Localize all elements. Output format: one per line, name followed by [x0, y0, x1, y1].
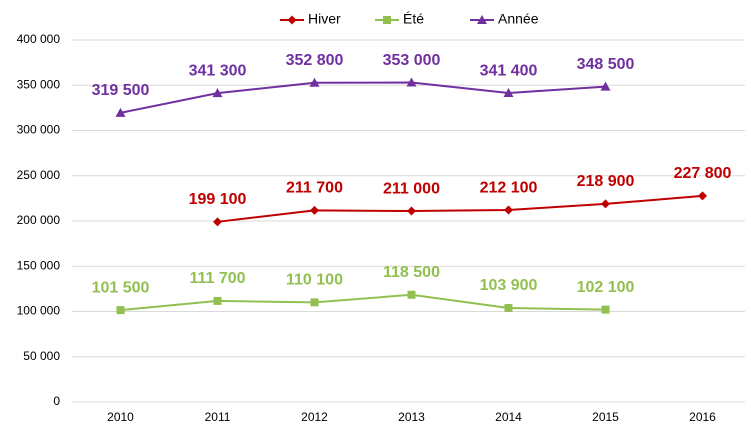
- point-marker: [504, 303, 513, 312]
- value-label: 212 100: [480, 179, 538, 196]
- y-tick-label: 250 000: [17, 168, 61, 182]
- y-tick-label: 300 000: [17, 123, 61, 137]
- point-marker: [503, 88, 514, 98]
- x-tick-label: 2016: [689, 410, 716, 424]
- point-marker: [212, 88, 223, 98]
- x-tick-label: 2015: [592, 410, 619, 424]
- y-tick-label: 350 000: [17, 77, 61, 91]
- y-tick-label: 200 000: [17, 213, 61, 227]
- series-line: [120, 81, 606, 114]
- point-marker: [698, 191, 707, 201]
- value-label: 319 500: [92, 82, 150, 99]
- value-label: 341 400: [480, 62, 538, 79]
- value-label: 211 000: [383, 180, 440, 197]
- series-line: [120, 293, 606, 312]
- value-label: 353 000: [383, 52, 441, 69]
- point-marker: [601, 305, 610, 314]
- y-tick-label: 150 000: [17, 258, 61, 272]
- point-marker: [504, 205, 513, 215]
- value-label: 118 500: [383, 264, 440, 281]
- legend-label: Été: [403, 11, 424, 27]
- value-label: 348 500: [577, 56, 635, 73]
- value-label: 111 700: [189, 270, 245, 287]
- x-tick-label: 2014: [495, 410, 522, 424]
- value-label: 227 800: [674, 165, 732, 182]
- value-label: 101 500: [92, 279, 150, 296]
- value-label: 352 800: [286, 52, 344, 69]
- legend-label: Année: [498, 11, 539, 27]
- point-marker: [310, 205, 319, 215]
- value-label: 211 700: [286, 180, 343, 197]
- point-marker: [213, 296, 222, 305]
- point-marker: [116, 306, 125, 315]
- x-tick-label: 2012: [301, 410, 328, 424]
- point-marker: [406, 77, 417, 87]
- legend-marker: [383, 16, 391, 24]
- value-label: 110 100: [286, 272, 343, 289]
- x-tick-label: 2011: [205, 410, 231, 424]
- legend-marker: [477, 15, 487, 24]
- point-marker: [115, 107, 126, 117]
- point-marker: [600, 81, 611, 91]
- point-marker: [213, 217, 222, 227]
- series-line: [217, 194, 703, 223]
- y-tick-label: 400 000: [17, 32, 61, 46]
- value-label: 103 900: [480, 277, 538, 294]
- point-marker: [310, 298, 319, 307]
- legend-label: Hiver: [308, 11, 341, 27]
- x-tick-label: 2013: [398, 410, 425, 424]
- y-tick-label: 0: [53, 394, 60, 408]
- legend-marker: [287, 15, 297, 25]
- point-marker: [407, 290, 416, 299]
- point-marker: [601, 199, 610, 209]
- x-tick-label: 2010: [107, 410, 134, 424]
- point-marker: [309, 77, 320, 87]
- value-label: 341 300: [189, 62, 247, 79]
- value-label: 199 100: [189, 191, 247, 208]
- value-label: 102 100: [577, 279, 635, 296]
- y-tick-label: 100 000: [17, 304, 61, 318]
- value-label: 218 900: [577, 173, 635, 190]
- y-tick-label: 50 000: [23, 349, 60, 363]
- point-marker: [407, 206, 416, 216]
